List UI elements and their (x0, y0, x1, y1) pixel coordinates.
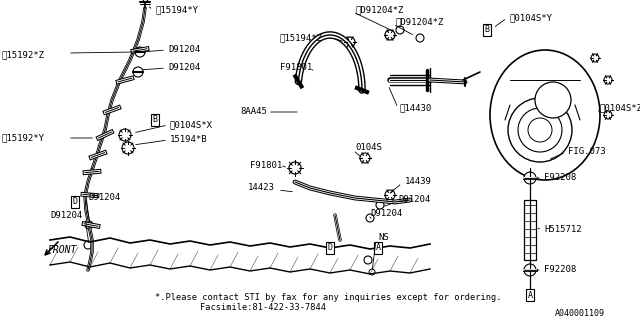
Text: F92208: F92208 (544, 173, 576, 182)
Text: D: D (72, 197, 77, 206)
Text: H515712: H515712 (544, 226, 582, 235)
Text: B: B (484, 26, 490, 35)
Text: 8AA45: 8AA45 (240, 108, 267, 116)
Text: A: A (527, 291, 532, 300)
Text: NS: NS (378, 234, 388, 243)
Text: D91204: D91204 (88, 194, 120, 203)
Circle shape (366, 214, 374, 222)
Text: 15194*B: 15194*B (170, 135, 207, 145)
Circle shape (604, 111, 612, 119)
Text: 14439: 14439 (405, 178, 432, 187)
Circle shape (122, 142, 134, 154)
Circle shape (119, 129, 131, 141)
Circle shape (345, 37, 355, 47)
Text: F92208: F92208 (544, 266, 576, 275)
Text: FIG.073: FIG.073 (568, 148, 605, 156)
Text: ※0104S*X: ※0104S*X (170, 121, 213, 130)
Text: D91204: D91204 (398, 196, 430, 204)
Circle shape (524, 264, 536, 276)
Text: F91801: F91801 (280, 63, 312, 73)
Text: D91204: D91204 (168, 63, 200, 73)
Circle shape (535, 82, 571, 118)
Circle shape (396, 26, 404, 34)
Circle shape (85, 221, 93, 229)
Text: FRONT: FRONT (48, 245, 77, 255)
Circle shape (604, 76, 612, 84)
Text: B: B (152, 116, 157, 124)
Text: A040001109: A040001109 (555, 309, 605, 318)
Text: ※15192*Y: ※15192*Y (2, 133, 45, 142)
Text: ※D91204*Z: ※D91204*Z (395, 18, 444, 27)
Circle shape (133, 67, 143, 77)
Text: ※14430: ※14430 (400, 103, 432, 113)
Circle shape (591, 54, 599, 62)
Text: ※0104S*Z: ※0104S*Z (600, 103, 640, 113)
Text: ※0104S*Y: ※0104S*Y (510, 13, 553, 22)
Circle shape (360, 153, 370, 163)
Text: Facsimile:81-422-33-7844: Facsimile:81-422-33-7844 (200, 303, 326, 313)
Text: ※15192*Z: ※15192*Z (2, 51, 45, 60)
Circle shape (524, 172, 536, 184)
Circle shape (518, 108, 562, 152)
Text: D91204: D91204 (168, 45, 200, 54)
Text: 0104S: 0104S (355, 143, 382, 153)
Text: D91204: D91204 (50, 211, 83, 220)
Text: F91801: F91801 (250, 161, 282, 170)
Bar (524, 200, 536, 260)
Circle shape (528, 118, 552, 142)
Circle shape (289, 162, 301, 174)
Text: ※15194*Z: ※15194*Z (280, 34, 323, 43)
Text: D91204: D91204 (370, 210, 403, 219)
Circle shape (84, 241, 92, 249)
Text: 14423: 14423 (248, 183, 275, 193)
Text: ※15194*Y: ※15194*Y (155, 5, 198, 14)
Text: A: A (376, 244, 381, 252)
Circle shape (135, 47, 145, 57)
Text: D: D (328, 244, 333, 252)
Circle shape (385, 30, 395, 40)
Circle shape (376, 201, 384, 209)
Text: ※D91204*Z: ※D91204*Z (355, 5, 403, 14)
Circle shape (369, 269, 375, 275)
Circle shape (385, 190, 395, 200)
Circle shape (416, 34, 424, 42)
Text: *.Please contact STI by fax for any inquiries except for ordering.: *.Please contact STI by fax for any inqu… (155, 293, 502, 302)
Circle shape (508, 98, 572, 162)
Circle shape (364, 256, 372, 264)
